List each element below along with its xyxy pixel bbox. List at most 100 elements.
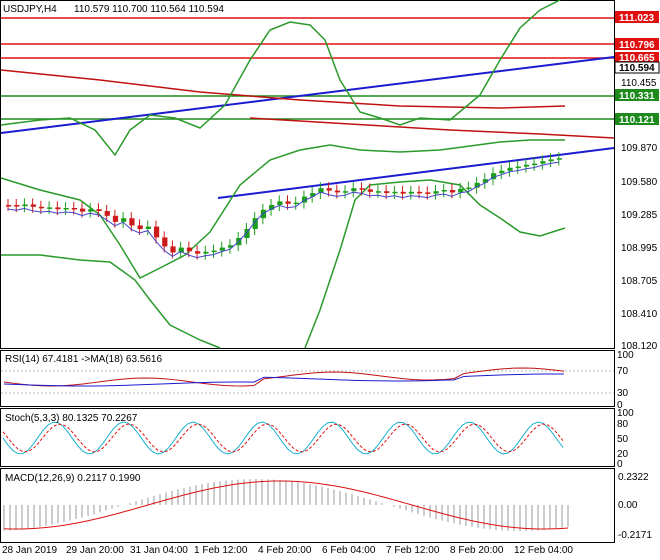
candle-body (449, 190, 456, 193)
candle-body (170, 246, 176, 253)
bollinger-upper-band (0, 0, 561, 157)
macd-panel-frame (0, 468, 615, 543)
candle-body (88, 209, 94, 212)
candle-body (55, 207, 61, 210)
level-badge-110121 (615, 113, 659, 125)
stoch-tick: 0 (617, 459, 623, 470)
level-badge-110331 (615, 89, 659, 101)
level-badge-110665 (615, 52, 659, 63)
macd-tick: 0.00 (618, 500, 638, 511)
candle-body (277, 201, 283, 205)
level-label: 110.594 (619, 63, 655, 74)
candle-body (47, 207, 53, 209)
rsi-tick: 100 (617, 350, 634, 361)
stoch-tick: 20 (617, 449, 629, 460)
candle-body (145, 226, 151, 229)
candle-body (310, 193, 316, 197)
candle-body (244, 229, 250, 238)
time-axis: 28 Jan 2019 29 Jan 20:00 31 Jan 04:00 1 … (2, 545, 573, 556)
time-label: 8 Feb 20:00 (450, 545, 504, 556)
candle-body (211, 250, 217, 253)
ohlc-readout: 110.579 110.700 110.564 110.594 (74, 4, 224, 15)
price-markers: 111.023 110.796 110.665 110.594 110.331 … (614, 11, 660, 126)
price-tick: 110.455 (621, 78, 657, 89)
macd-tick: -0.2171 (618, 530, 652, 541)
stoch-main-line (2, 421, 564, 455)
candle-body (252, 218, 258, 229)
time-label: 4 Feb 20:00 (258, 545, 312, 556)
time-label: 7 Feb 12:00 (386, 545, 440, 556)
rsi-tick: 30 (617, 388, 629, 399)
candle-body (63, 208, 69, 210)
candle-body (71, 208, 77, 210)
candle-body (466, 187, 472, 190)
candle-body (79, 208, 86, 212)
time-label: 6 Feb 04:00 (322, 545, 376, 556)
candle-body (540, 161, 546, 164)
time-label: 28 Jan 2019 (2, 545, 57, 556)
candle-body (491, 173, 497, 180)
rsi-line (3, 367, 565, 387)
stoch-tick: 80 (617, 419, 629, 430)
candle-body (112, 215, 119, 222)
candle-body (499, 170, 505, 174)
bollinger-middle-band (0, 139, 565, 279)
candle-body (392, 191, 398, 194)
rsi-ma-line (3, 373, 565, 387)
price-tick: 109.870 (621, 143, 658, 154)
rsi-tick: 0 (617, 400, 623, 411)
candle-body (458, 188, 464, 193)
level-badge-111023 (615, 11, 659, 23)
macd-label: MACD(12,26,9) 0.2117 0.1990 (5, 473, 141, 484)
candle-body (367, 189, 373, 192)
bollinger-lower-band (1, 254, 221, 349)
time-label: 29 Jan 20:00 (66, 545, 124, 556)
candle-body (219, 247, 225, 251)
candle-body (195, 251, 201, 254)
level-label: 110.121 (619, 115, 655, 126)
stoch-tick: 50 (617, 434, 629, 445)
indicator-panels (1, 367, 614, 531)
price-tick: 108.410 (621, 309, 658, 320)
price-tick: 108.120 (621, 341, 658, 352)
stoch-label: Stoch(5,3,3) 80.1325 70.2267 (5, 413, 138, 424)
candle-body (301, 196, 308, 203)
candle-body (408, 191, 415, 194)
candle-body (162, 237, 168, 247)
candle-body (186, 247, 193, 252)
stoch-panel-frame (0, 408, 615, 467)
candle-body (326, 188, 332, 191)
macd-tick: 0.2322 (618, 472, 649, 483)
candle-body (359, 188, 365, 190)
candle-body (425, 192, 431, 194)
candle-body (548, 159, 554, 162)
price-tick: 109.580 (621, 177, 658, 188)
candle-body (6, 205, 12, 207)
candle-body (121, 218, 127, 222)
symbol-title: USDJPY,H4 (3, 4, 57, 15)
candle-body (384, 191, 390, 193)
candle-body (507, 167, 513, 171)
time-label: 31 Jan 04:00 (130, 545, 188, 556)
rsi-tick: 70 (617, 366, 629, 377)
candle-body (227, 245, 234, 248)
candle-body (269, 205, 275, 210)
candle-body (293, 202, 299, 205)
level-label: 110.331 (619, 91, 655, 102)
price-tick: 108.705 (621, 276, 658, 287)
time-label: 12 Feb 04:00 (514, 545, 573, 556)
candle-body (556, 158, 562, 160)
macd-signal-line (3, 480, 569, 530)
candle-body (482, 179, 489, 183)
candle-body (351, 188, 357, 192)
candle-body (318, 188, 324, 193)
candle-body (153, 226, 160, 238)
level-label: 110.796 (619, 40, 655, 51)
candle-body (137, 225, 143, 229)
current-price-badge (614, 61, 660, 74)
candle-body (441, 190, 447, 192)
level-label: 110.665 (619, 53, 655, 64)
candle-body (14, 205, 20, 207)
